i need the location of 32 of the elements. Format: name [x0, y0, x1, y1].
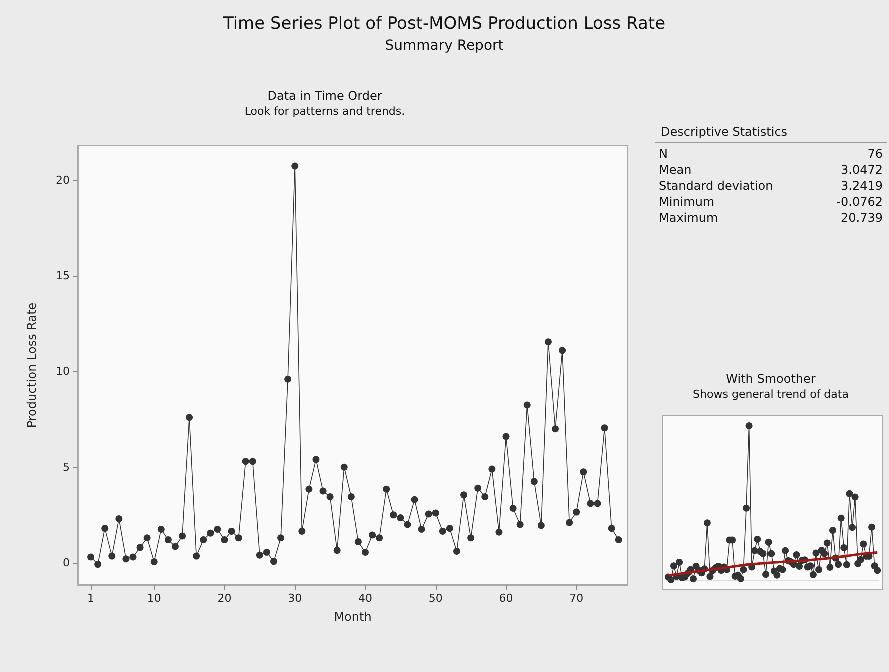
category-label: Standard deviation — [658, 178, 774, 194]
text: Time Series Plot of Post-MOMS Production Loss Rate — [222, 14, 667, 34]
chart-title: Data in Time Order — [268, 89, 382, 103]
category-label: Mean — [658, 162, 693, 178]
x-tick-label: 60 — [499, 592, 514, 605]
y-tick-label: 5 — [63, 460, 70, 474]
x-tick-label: 40 — [358, 592, 372, 605]
x-tick-label: 50 — [428, 592, 443, 605]
chart-title: With Smoother — [726, 372, 816, 386]
category-label: Minimum — [658, 194, 716, 210]
data-label: 3.2419 — [840, 178, 884, 194]
text: Summary Report — [384, 38, 505, 54]
x-tick-label: 1 — [88, 592, 95, 605]
x-tick-label: 20 — [218, 592, 232, 605]
x-axis-title: Month — [334, 610, 372, 624]
category-label: N — [658, 146, 669, 162]
y-tick-label: 0 — [63, 556, 70, 570]
chart-subtitle: Look for patterns and trends. — [244, 105, 406, 118]
y-tick-label: 20 — [56, 174, 70, 187]
data-label: -0.0762 — [836, 194, 884, 210]
data-label: 3.0472 — [840, 162, 884, 178]
category-label: Maximum — [658, 210, 720, 226]
x-tick-label: 70 — [570, 592, 584, 605]
data-label: 20.739 — [840, 210, 884, 226]
x-tick-label: 30 — [288, 592, 302, 605]
y-tick-label: 15 — [56, 270, 70, 283]
y-axis-title: Production Loss Rate — [25, 302, 39, 428]
text: Descriptive Statistics — [655, 122, 887, 143]
data-label: 76 — [866, 146, 884, 162]
x-tick-label: 10 — [147, 592, 162, 605]
y-tick-label: 10 — [56, 365, 70, 378]
chart-subtitle: Shows general trend of data — [693, 388, 849, 401]
